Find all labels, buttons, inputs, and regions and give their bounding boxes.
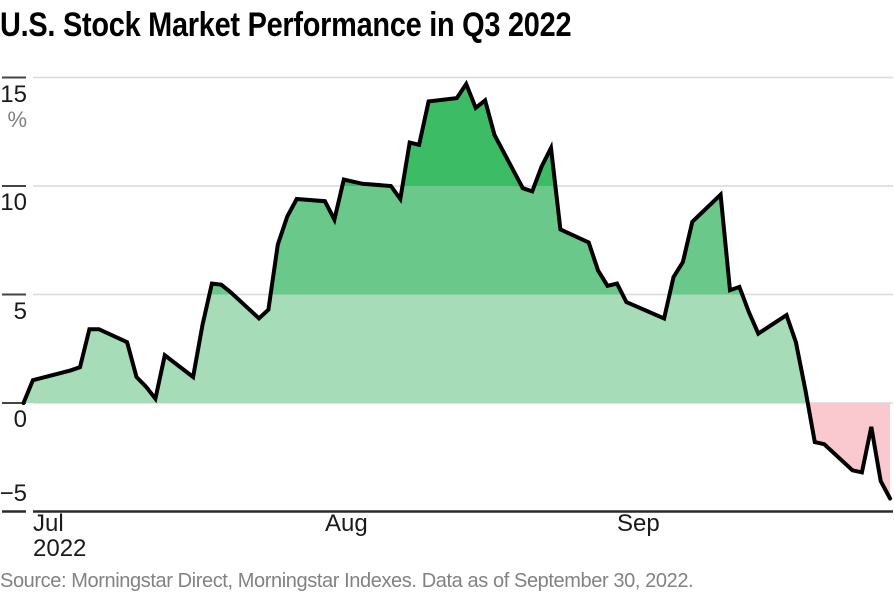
x-tick-aug: Aug [325,510,368,537]
x-tick-sep: Sep [617,510,660,537]
chart-title: U.S. Stock Market Performance in Q3 2022 [0,6,572,44]
area-band-1 [209,186,743,295]
y-tick-10: 10 [0,189,27,216]
y-tick-0: 0 [14,406,27,433]
area-band-2 [23,294,891,403]
x-tick-year: 2022 [33,535,86,562]
area-band-0 [342,84,556,186]
y-tick-neg5: −5 [0,480,27,507]
y-tick-15: 15 [0,81,27,108]
y-axis-unit-label: % [7,107,27,132]
x-tick-jul: Jul [33,510,64,537]
area-fills [23,84,891,499]
source-note: Source: Morningstar Direct, Morningstar … [0,570,694,592]
performance-line [21,79,893,501]
y-tick-5: 5 [14,298,27,325]
